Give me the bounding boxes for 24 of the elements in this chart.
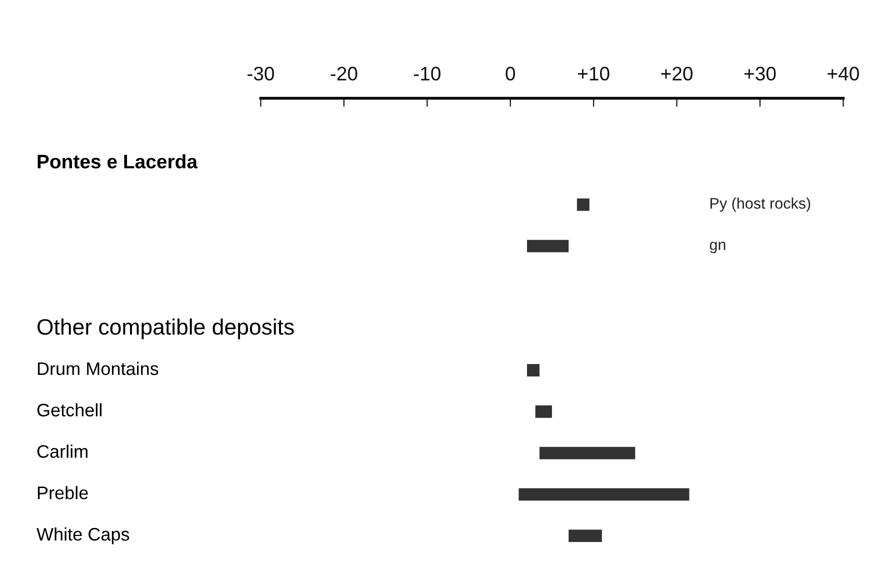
y-tick-label: Other compatible deposits (38, 318, 294, 340)
bar (576, 198, 590, 211)
bar (568, 530, 602, 542)
bar (518, 488, 690, 501)
y-tick-label: Drum Montains (38, 362, 158, 376)
x-tick-label: +30 (744, 66, 776, 81)
bar (527, 364, 540, 376)
y-tick-label: Preble (38, 486, 88, 500)
y-tick-label: Getchell (37, 403, 102, 416)
x-tick-label: +40 (828, 66, 859, 81)
x-tick-label: 0 (506, 66, 516, 81)
text: Py (host rocks) (710, 198, 810, 212)
x-tick-label: +20 (661, 66, 693, 81)
y-tick-label: Carlim (37, 444, 88, 458)
x-tick-label: +10 (578, 66, 610, 81)
text: gn (710, 242, 726, 254)
bar (535, 405, 552, 418)
bar (539, 446, 636, 460)
bar (527, 240, 569, 252)
x-tick-label: -20 (330, 66, 358, 81)
y-tick-label: Pontes e Lacerda (38, 154, 198, 168)
x-tick-label: -10 (414, 66, 440, 81)
y-tick-label: White Caps (36, 527, 130, 544)
x-tick-label: -30 (248, 66, 274, 81)
